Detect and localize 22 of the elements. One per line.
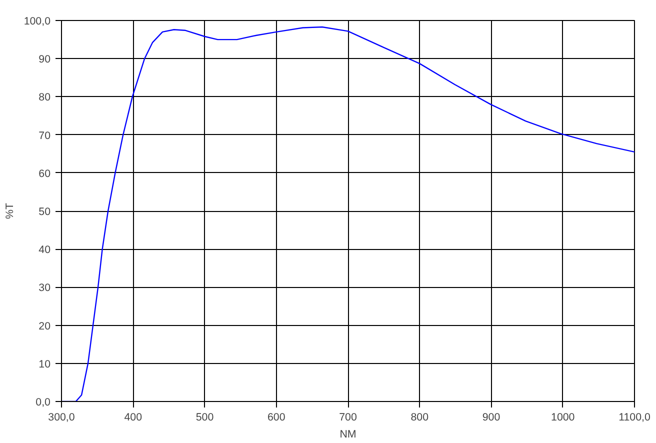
y-tick-label: 100,0 (24, 16, 51, 28)
x-tick-label: 700 (339, 412, 357, 424)
y-tick-label: 60 (38, 168, 51, 180)
y-tick-label: 50 (38, 206, 51, 218)
y-tick-label: 80 (38, 92, 51, 104)
x-tick-label: 600 (267, 412, 286, 424)
y-tick-label: 20 (38, 320, 51, 332)
x-tick-label: 1000 (551, 412, 575, 424)
x-tick-label: 300,0 (48, 412, 75, 424)
x-axis-title: NM (340, 428, 356, 440)
x-tick-label: 500 (196, 412, 214, 424)
y-tick-label: 70 (38, 130, 51, 142)
x-tick-label: 900 (482, 412, 500, 424)
y-tick-label: 90 (38, 54, 51, 66)
y-tick-label: 30 (38, 282, 51, 294)
y-tick-label: 10 (38, 358, 51, 370)
x-tick-label: 400 (124, 412, 142, 424)
x-tick-label: 800 (410, 412, 429, 424)
x-tick-label: 1100,0 (618, 412, 650, 424)
y-tick-label: 0,0 (36, 396, 51, 408)
y-tick-label: 40 (38, 244, 51, 256)
y-axis-title: %T (4, 202, 16, 219)
